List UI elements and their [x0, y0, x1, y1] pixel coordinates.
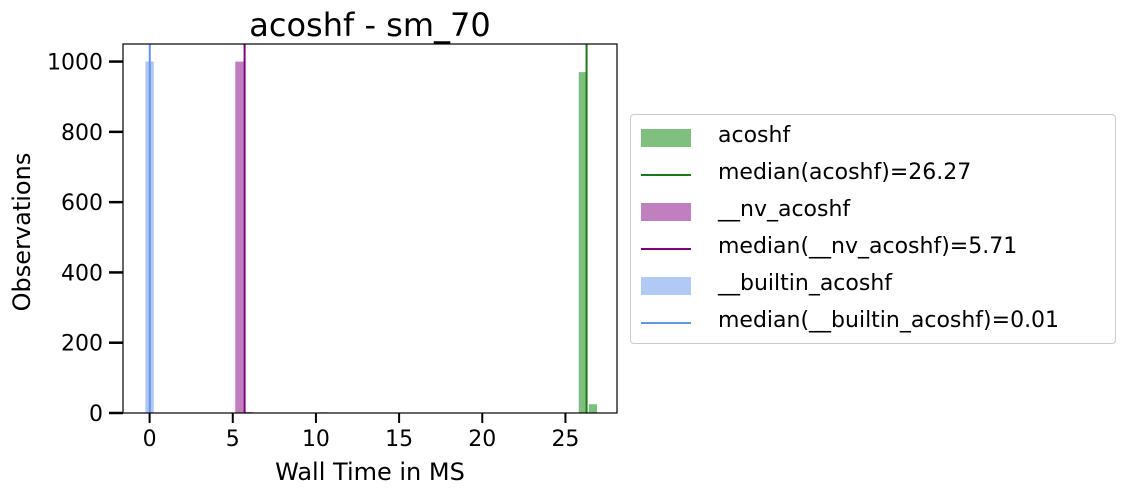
legend-swatch: [641, 129, 691, 147]
y-tick-label: 200: [61, 332, 103, 357]
legend-item: median(__builtin_acoshf)=0.01: [631, 304, 1115, 341]
legend-item: __builtin_acoshf: [631, 267, 1115, 304]
chart-title: acoshf - sm_70: [249, 6, 490, 44]
y-tick-label: 800: [61, 121, 103, 146]
bar-acoshf-0: [578, 72, 588, 413]
x-axis: 0 5 10 15 20 25: [143, 413, 579, 452]
x-tick-label: 10: [302, 427, 330, 452]
bar-nvacoshf-0: [235, 61, 244, 413]
legend-label: __builtin_acoshf: [718, 271, 893, 296]
legend-line-marker: [641, 248, 691, 250]
y-axis: 0 200 400 600 800 1000: [47, 51, 123, 427]
legend-label: acoshf: [718, 123, 791, 148]
y-axis-label: Observations: [8, 153, 36, 312]
x-tick-label: 0: [143, 427, 157, 452]
legend-swatch: [641, 203, 691, 221]
y-tick-label: 600: [61, 191, 103, 216]
legend-line-marker: [641, 322, 691, 324]
y-tick-label: 1000: [47, 51, 103, 76]
x-tick-label: 25: [551, 427, 579, 452]
legend-label: median(acoshf)=26.27: [718, 160, 972, 185]
y-tick-label: 400: [61, 261, 103, 286]
legend-item: median(__nv_acoshf)=5.71: [631, 230, 1115, 267]
x-tick-label: 5: [226, 427, 240, 452]
plot-frame: [122, 43, 618, 414]
legend-label: median(__nv_acoshf)=5.71: [718, 234, 1018, 259]
bar-acoshf-1: [588, 404, 598, 413]
x-tick-label: 15: [385, 427, 413, 452]
legend-item: acoshf: [631, 119, 1115, 156]
legend-line-marker: [641, 174, 691, 176]
legend-swatch: [641, 277, 691, 295]
legend-label: __nv_acoshf: [718, 197, 851, 222]
x-tick-label: 20: [468, 427, 496, 452]
x-axis-label: Wall Time in MS: [275, 458, 465, 486]
legend-item: median(acoshf)=26.27: [631, 156, 1115, 193]
plot-area: [145, 44, 598, 413]
legend-item: __nv_acoshf: [631, 193, 1115, 230]
legend-label: median(__builtin_acoshf)=0.01: [718, 308, 1060, 333]
y-tick-label: 0: [89, 402, 103, 427]
